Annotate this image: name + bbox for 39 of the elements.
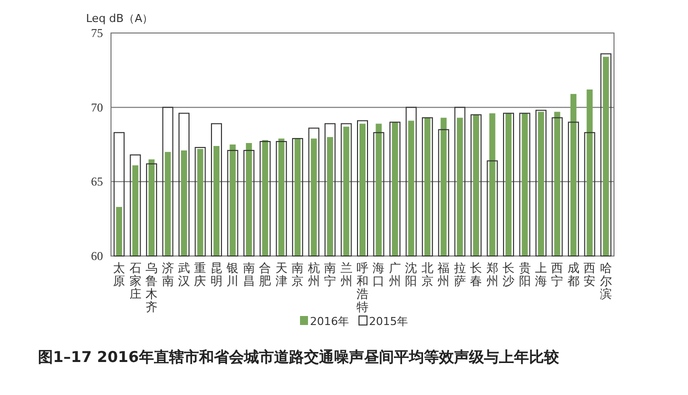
x-tick-label: 南京 <box>292 261 304 288</box>
legend-label: 2016年 <box>310 315 349 328</box>
x-tick-label: 广州 <box>388 261 401 288</box>
x-tick-label: 福州 <box>438 261 450 288</box>
x-tick-label: 昆明 <box>210 261 222 288</box>
y-axis-title: Leq dB（A） <box>86 12 154 25</box>
y-tick-label: 60 <box>91 249 103 263</box>
x-tick-label: 南宁 <box>324 261 336 288</box>
x-tick-label: 郑州 <box>486 261 498 288</box>
x-tick-label: 西宁 <box>551 261 564 288</box>
x-tick-label: 拉萨 <box>454 261 466 288</box>
x-tick-label: 沈阳 <box>405 261 418 288</box>
x-tick-label: 合肥 <box>259 261 272 288</box>
legend-label: 2015年 <box>369 315 408 328</box>
x-tick-label: 西安 <box>584 261 596 288</box>
x-tick-label: 石家庄 <box>129 261 142 301</box>
x-tick-label: 银川 <box>226 261 239 288</box>
y-tick-label: 75 <box>91 26 103 40</box>
x-tick-label: 上海 <box>534 261 547 288</box>
x-tick-label: 天津 <box>275 261 288 288</box>
y-tick-label: 70 <box>91 100 103 114</box>
x-tick-label: 哈尔滨 <box>600 261 612 301</box>
x-tick-label: 成都 <box>567 261 580 288</box>
x-tick-label: 南昌 <box>242 261 255 288</box>
x-tick-label: 济南 <box>162 261 174 288</box>
x-tick-label: 武汉 <box>178 261 190 288</box>
x-tick-label: 长春 <box>470 261 482 288</box>
text: 图1–17 2016年直辖市和省会城市道路交通噪声昼间平均等效声级与上年比较 <box>38 348 560 366</box>
y-tick-label: 65 <box>91 174 103 189</box>
x-tick-label: 贵阳 <box>518 261 531 288</box>
x-tick-label: 乌鲁木齐 <box>146 261 158 314</box>
x-tick-label: 重庆 <box>194 261 206 288</box>
x-tick-label: 太原 <box>113 261 126 288</box>
x-tick-label: 杭州 <box>306 261 320 288</box>
x-tick-label: 呼和浩特 <box>356 261 368 314</box>
x-tick-label: 兰州 <box>340 261 352 288</box>
x-tick-label: 海口 <box>372 261 385 288</box>
x-tick-label: 北京 <box>421 261 434 288</box>
x-tick-label: 长沙 <box>502 261 515 288</box>
